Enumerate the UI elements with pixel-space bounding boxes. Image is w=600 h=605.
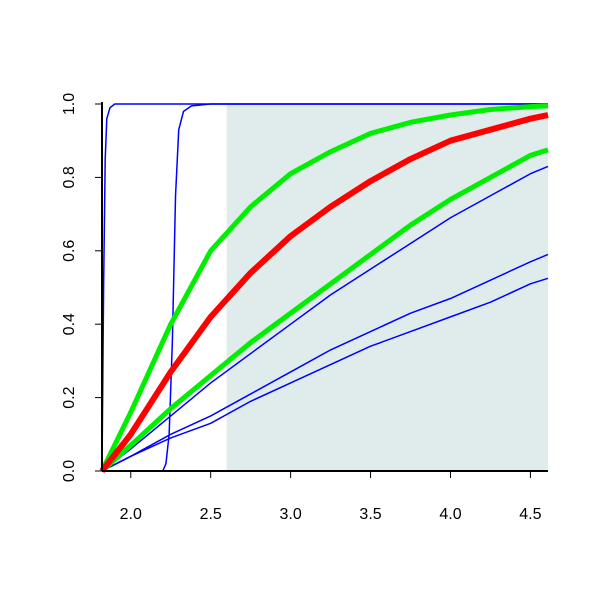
x-tick-label: 2.0 (120, 506, 142, 523)
line (100, 147, 549, 473)
line (101, 165, 549, 472)
x-tick-label: 3.0 (280, 506, 302, 523)
line (101, 277, 549, 472)
y-tick-label: 1.0 (61, 93, 78, 115)
x-tick-label: 2.5 (200, 506, 222, 523)
y-tick-label: 0.6 (61, 240, 78, 262)
line (99, 112, 549, 473)
x-tick-label: 4.5 (519, 506, 541, 523)
y-tick-label: 0.8 (61, 166, 78, 188)
line (99, 103, 549, 473)
x-tick-label: 4.0 (439, 506, 461, 523)
y-tick-label: 0.4 (61, 313, 78, 335)
shaded-region (226, 104, 548, 471)
y-tick-label: 0.0 (61, 460, 78, 482)
line (102, 103, 548, 472)
x-tick-label: 3.5 (359, 506, 381, 523)
line (101, 253, 549, 472)
y-tick-label: 0.2 (61, 386, 78, 408)
